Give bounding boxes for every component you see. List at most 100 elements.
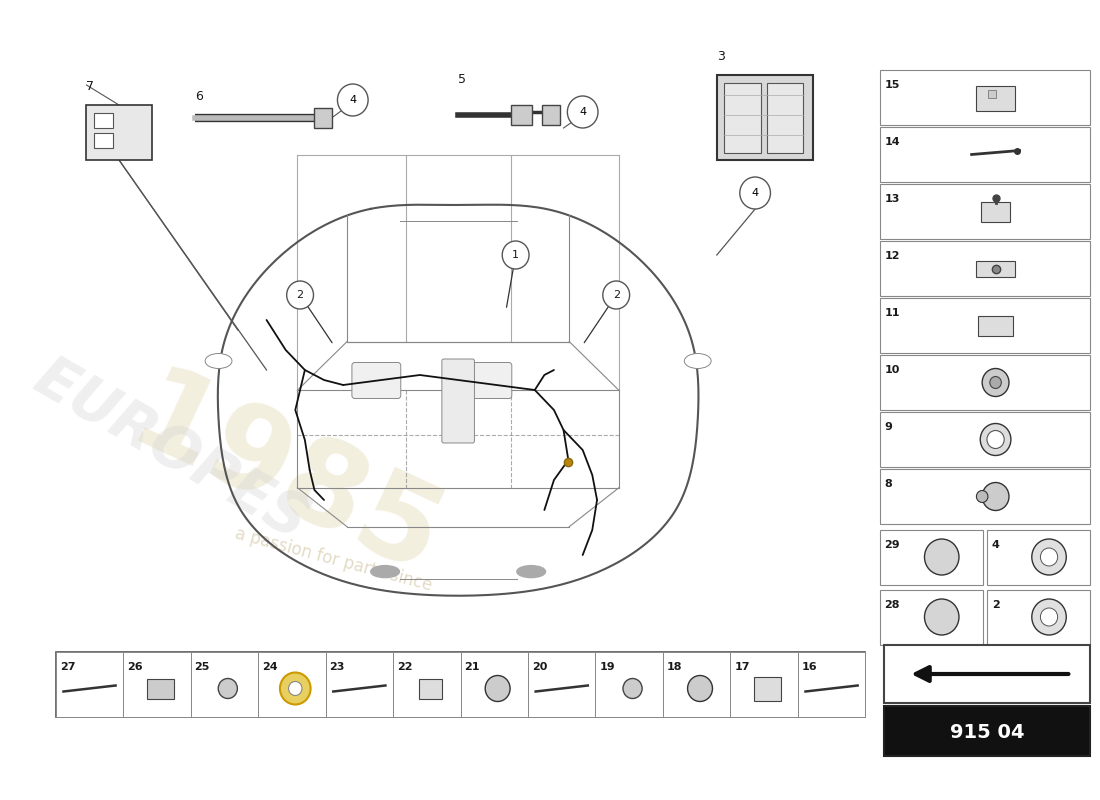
Text: 14: 14: [884, 137, 900, 147]
Bar: [880, 355, 1090, 410]
Text: 2: 2: [992, 600, 1000, 610]
Text: 4: 4: [579, 107, 586, 117]
Circle shape: [980, 423, 1011, 455]
Ellipse shape: [517, 566, 546, 578]
Circle shape: [485, 675, 510, 702]
Text: 17: 17: [734, 662, 750, 672]
Text: 29: 29: [884, 540, 900, 550]
Text: 7: 7: [87, 80, 95, 93]
Bar: [798, 652, 866, 717]
Text: 18: 18: [667, 662, 682, 672]
Text: 4: 4: [349, 95, 356, 105]
Bar: [987, 530, 1090, 585]
Bar: [542, 105, 560, 125]
Text: 3: 3: [717, 50, 725, 63]
Bar: [884, 706, 1090, 756]
Text: 915 04: 915 04: [950, 723, 1025, 742]
Text: 24: 24: [262, 662, 277, 672]
Text: 8: 8: [884, 479, 892, 489]
Text: 22: 22: [397, 662, 412, 672]
Bar: [725, 83, 761, 153]
Bar: [258, 652, 326, 717]
Polygon shape: [218, 205, 698, 596]
Bar: [595, 652, 663, 717]
Text: 23: 23: [330, 662, 344, 672]
Text: 28: 28: [884, 600, 900, 610]
Circle shape: [603, 281, 629, 309]
Bar: [880, 241, 1090, 296]
Bar: [326, 652, 393, 717]
Bar: [393, 652, 461, 717]
Text: 2: 2: [613, 290, 619, 300]
Bar: [730, 652, 798, 717]
Bar: [987, 590, 1090, 645]
Ellipse shape: [371, 566, 399, 578]
Text: 13: 13: [884, 194, 900, 204]
Bar: [988, 90, 996, 98]
Circle shape: [279, 673, 310, 705]
Bar: [767, 83, 803, 153]
Bar: [95, 133, 113, 148]
Circle shape: [982, 369, 1009, 397]
Ellipse shape: [205, 354, 232, 369]
Bar: [880, 590, 983, 645]
Circle shape: [568, 96, 598, 128]
Text: 5: 5: [459, 73, 466, 86]
Bar: [419, 678, 442, 698]
Text: 19: 19: [600, 662, 615, 672]
Circle shape: [982, 482, 1009, 510]
Ellipse shape: [684, 354, 712, 369]
Circle shape: [924, 539, 959, 575]
Bar: [123, 652, 190, 717]
Circle shape: [688, 675, 713, 702]
Bar: [880, 70, 1090, 125]
Bar: [95, 113, 113, 128]
Circle shape: [218, 678, 238, 698]
Text: 26: 26: [128, 662, 143, 672]
Text: 27: 27: [59, 662, 75, 672]
Text: 20: 20: [531, 662, 547, 672]
Text: a passion for parts since: a passion for parts since: [233, 525, 434, 595]
Circle shape: [990, 377, 1001, 389]
Bar: [978, 315, 1013, 335]
Circle shape: [977, 490, 988, 502]
Bar: [190, 652, 258, 717]
Circle shape: [503, 241, 529, 269]
Circle shape: [1032, 539, 1066, 575]
Bar: [528, 652, 595, 717]
Bar: [56, 652, 866, 717]
Circle shape: [623, 678, 642, 698]
Bar: [880, 184, 1090, 239]
Text: 4: 4: [751, 188, 759, 198]
Text: 21: 21: [464, 662, 480, 672]
Text: 4: 4: [992, 540, 1000, 550]
Circle shape: [1032, 599, 1066, 635]
Bar: [977, 86, 1014, 110]
Bar: [510, 105, 532, 125]
Bar: [717, 75, 813, 160]
Text: 1: 1: [513, 250, 519, 260]
Circle shape: [1041, 548, 1058, 566]
Text: 15: 15: [884, 80, 900, 90]
Bar: [977, 261, 1014, 277]
Bar: [884, 645, 1090, 703]
Text: 10: 10: [884, 365, 900, 375]
Bar: [315, 108, 332, 128]
Bar: [880, 530, 983, 585]
Text: 11: 11: [884, 308, 900, 318]
Bar: [880, 469, 1090, 524]
Circle shape: [740, 177, 770, 209]
FancyBboxPatch shape: [442, 359, 474, 443]
Text: 1985: 1985: [112, 358, 459, 602]
Bar: [880, 412, 1090, 467]
Bar: [880, 298, 1090, 353]
Bar: [87, 105, 152, 160]
Bar: [880, 127, 1090, 182]
Bar: [461, 652, 528, 717]
Text: EUROPES: EUROPES: [24, 349, 318, 551]
Circle shape: [1041, 608, 1058, 626]
Bar: [755, 677, 781, 701]
FancyBboxPatch shape: [352, 362, 400, 398]
FancyBboxPatch shape: [463, 362, 512, 398]
Text: 25: 25: [195, 662, 210, 672]
